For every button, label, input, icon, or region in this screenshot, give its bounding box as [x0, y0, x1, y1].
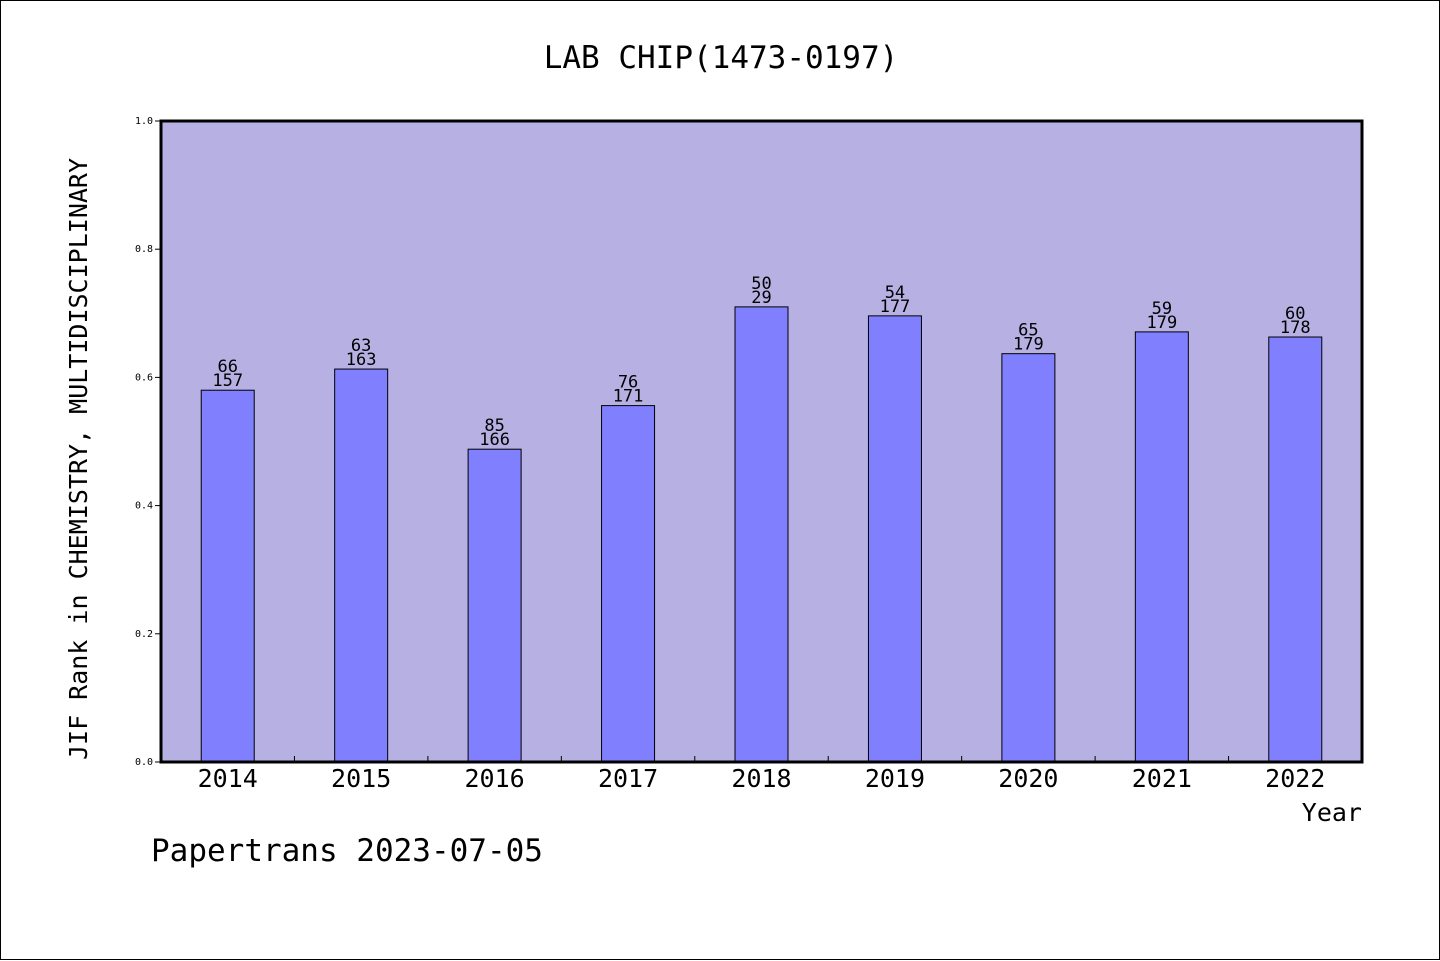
total-label-2019: 177	[880, 297, 911, 317]
total-label-2017: 171	[613, 387, 644, 407]
bar-2017	[601, 405, 656, 763]
y-tick-label: 0.4	[135, 501, 153, 512]
bar-2019	[867, 315, 922, 763]
total-label-2021: 179	[1146, 313, 1177, 333]
y-tick-label: 1.0	[135, 116, 153, 127]
x-tick-label-2020: 2020	[998, 764, 1058, 793]
y-axis: 0.0 0.2 0.4 0.6 0.8 1.0	[135, 116, 161, 768]
footer-credit: Papertrans 2023-07-05	[151, 833, 543, 869]
rank-label-2018: 50	[751, 274, 771, 294]
x-tick-label-2019: 2019	[865, 764, 925, 793]
x-tick-label-2015: 2015	[331, 764, 391, 793]
x-tick-label-2016: 2016	[465, 764, 525, 793]
total-label-2022: 178	[1280, 318, 1311, 338]
y-tick-label: 0.6	[135, 372, 153, 383]
bars-group	[200, 306, 1323, 763]
rank-label-2014: 66	[217, 357, 237, 377]
bar-2015	[334, 368, 389, 763]
bar-2014	[200, 389, 255, 763]
total-label-2016: 166	[479, 430, 510, 450]
rank-label-2022: 60	[1285, 304, 1305, 324]
total-label-2014: 157	[212, 371, 243, 391]
bar-2022	[1268, 336, 1323, 763]
x-tick-label-2021: 2021	[1132, 764, 1192, 793]
rank-label-2017: 76	[618, 373, 638, 393]
x-axis-label: Year	[1302, 798, 1362, 827]
bar-2020	[1001, 353, 1056, 763]
rank-label-2019: 54	[885, 283, 905, 303]
x-tick-label-2014: 2014	[198, 764, 258, 793]
y-axis-label: JIF Rank in CHEMISTRY, MULTIDISCIPLINARY	[64, 158, 93, 760]
y-tick-label: 0.0	[135, 757, 153, 768]
chart-title: LAB CHIP(1473-0197)	[544, 40, 899, 76]
x-axis: 2014 2015 2016 2017 2018 2019 2020 2021 2022	[198, 756, 1325, 793]
rank-label-2020: 65	[1018, 321, 1038, 341]
bar-2016	[467, 448, 522, 763]
bar-2018	[734, 306, 789, 763]
total-label-2015: 163	[346, 350, 377, 370]
rank-label-2021: 59	[1152, 299, 1172, 319]
y-tick-label: 0.2	[135, 629, 153, 640]
total-label-2018: 29	[751, 288, 771, 308]
rank-label-2016: 85	[484, 416, 504, 436]
y-tick-label: 0.8	[135, 244, 153, 255]
plot-frame	[159, 119, 1364, 764]
bar-2021	[1134, 331, 1189, 763]
x-tick-label-2017: 2017	[598, 764, 658, 793]
rank-label-2015: 63	[351, 336, 371, 356]
x-tick-label-2018: 2018	[731, 764, 791, 793]
total-label-2020: 179	[1013, 335, 1044, 355]
x-tick-label-2022: 2022	[1265, 764, 1325, 793]
